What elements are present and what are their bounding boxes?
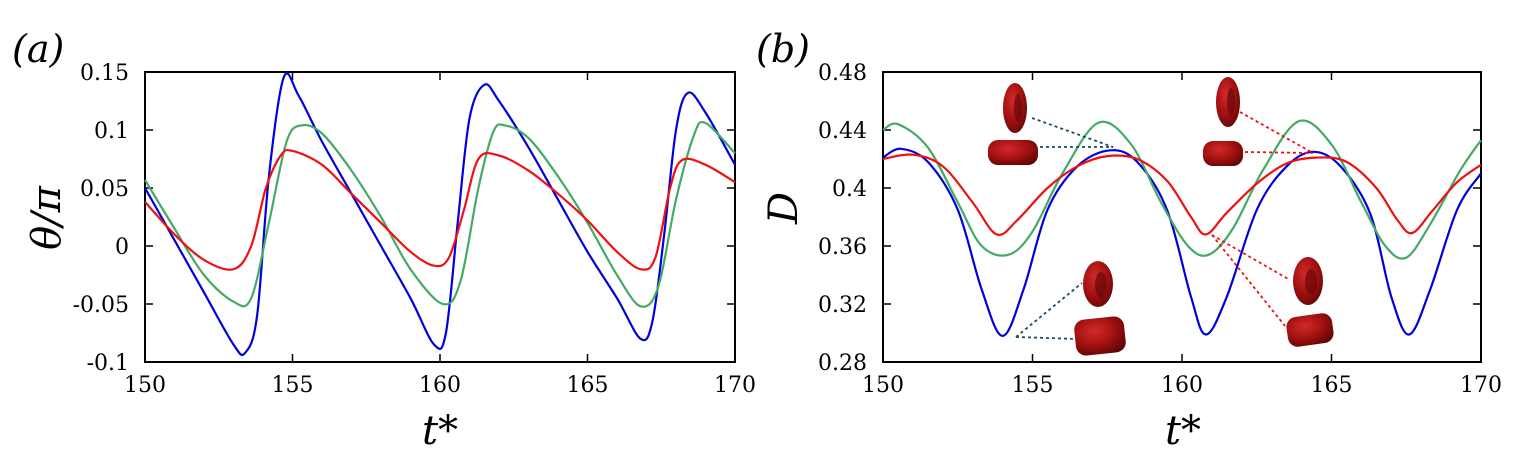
panel-a-series [144,72,736,357]
panel-b-label: (b) [756,27,810,71]
panel-a-x-tick-label: 150 [124,373,166,398]
panel-b-x-tick-label: 150 [862,373,904,398]
panel-a-x-axis-label: t* [422,408,458,454]
panel-b-cell-insets [988,77,1334,356]
panel-b-x-tick-label: 155 [1012,373,1054,398]
panel-a-x-tick-label: 155 [272,373,314,398]
panel-a-x-tick-label: 160 [419,373,461,398]
panel-b-series-line-2 [882,119,1482,260]
cell-inset-flat [988,140,1038,165]
panel-a-x-tick-label: 165 [567,373,609,398]
panel-a-plot-frame [144,71,736,363]
cell-inset-dimple [1305,269,1317,295]
panel-a-label: (a) [12,27,64,71]
cell-inset-flat [1286,313,1334,347]
connector-line [1211,234,1286,327]
panel-a-series-line-1 [144,72,736,357]
panel-b-y-tick-label: 0.44 [818,119,867,144]
cell-inset-flat [1074,316,1126,356]
cell-inset-flat [1203,141,1243,166]
panel-b-x-tick-label: 165 [1311,373,1353,398]
panel-a-x-tick-label: 170 [714,373,756,398]
panel-b-y-tick-label: 0.28 [818,351,867,376]
panel-a-y-axis-label: θ/π [24,185,70,250]
panel-b-y-axis-label: D [761,192,807,225]
panel-b-ticks: 150 155 160 165 170 0.28 0.32 0.36 0.4 0.44 0.48 [818,61,1502,398]
panel-b-x-tick-label: 170 [1460,373,1502,398]
connector-line [1211,234,1291,281]
panel-a-y-tick-label: 0.1 [94,119,129,144]
panel-b-x-axis-label: t* [1165,408,1201,454]
panel-b-x-tick-label: 160 [1161,373,1203,398]
cell-inset-dimple [1014,94,1022,122]
panel-b-inset-connectors [1015,111,1314,340]
panel-a-y-tick-label: 0.15 [80,61,129,86]
panel-a-ticks: 150 155 160 165 170 -0.1 -0.05 0 0.05 0.1 0.15 [73,61,756,398]
panel-b-y-tick-label: 0.32 [818,293,867,318]
panel-a-series-line-2 [144,120,736,308]
cell-inset-dimple [1227,88,1235,116]
panel-b-y-tick-label: 0.48 [818,61,867,86]
connector-line [1031,117,1114,148]
panel-a-y-tick-label: -0.05 [73,293,129,318]
connector-line [1239,111,1314,154]
panel-a-y-tick-label: 0.05 [80,177,129,202]
panel-a-y-tick-label: 0 [115,235,129,260]
panel-b-series-line-1 [882,147,1482,337]
connector-line [1015,282,1083,338]
panel-b-series [882,119,1482,337]
panel-a-series-line-3 [144,148,736,271]
connector-line [1244,151,1314,154]
panel-b: (b) 150 155 160 165 170 0.28 0.32 0.36 0.4 0.44 0.… [756,27,1502,454]
panel-b-y-tick-label: 0.36 [818,235,867,260]
panel-b-series-line-3 [882,153,1482,237]
panel-b-plot-frame [882,71,1482,363]
panel-a-y-tick-label: -0.1 [87,351,129,376]
panel-b-y-tick-label: 0.4 [832,177,867,202]
cell-inset-dimple [1095,272,1107,298]
panel-a: (a) 150 155 160 165 170 -0.1 -0.05 0 0.05 0.1 0.15… [12,27,756,454]
connector-line [1015,336,1079,340]
